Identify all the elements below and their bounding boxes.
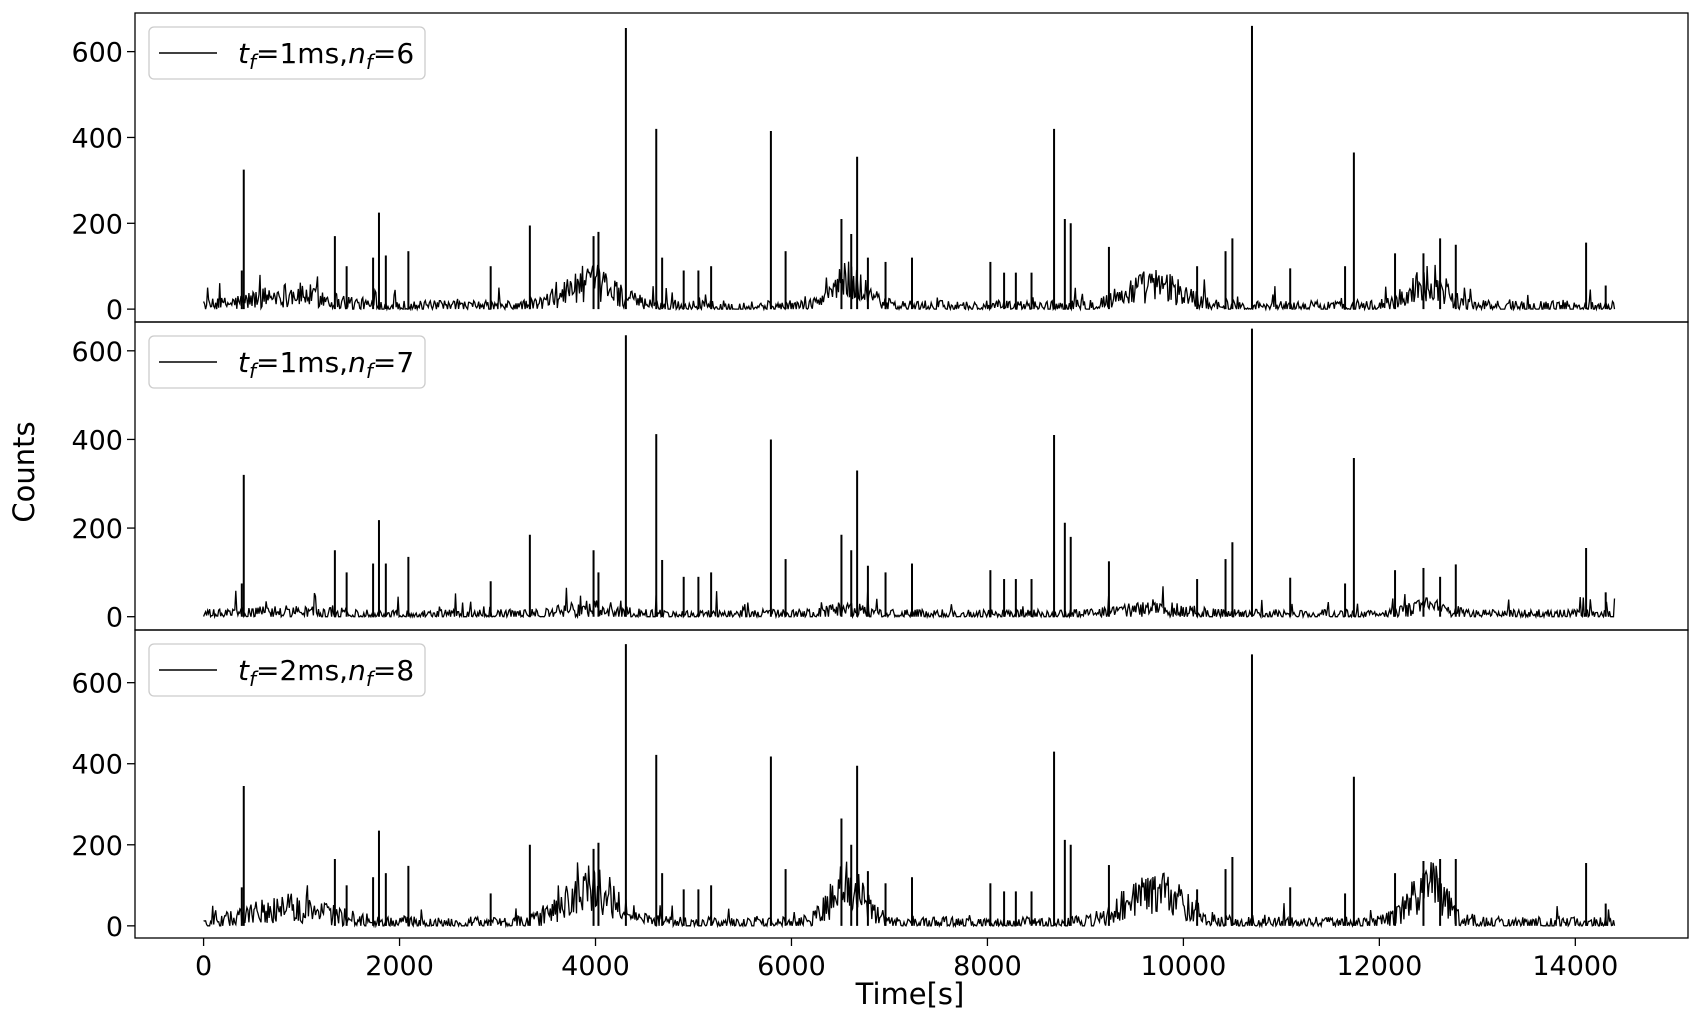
y-tick-label: 400 <box>71 425 123 456</box>
panel-3: 0 200 400 600 tf=2ms,nf=8 <box>71 629 1689 943</box>
y-tick-label: 400 <box>71 123 123 154</box>
x-tick-label: 12000 <box>1336 951 1422 982</box>
y-tick-label: 0 <box>106 295 123 326</box>
panel-frame <box>134 629 1689 939</box>
legend-2: tf=1ms,nf=7 <box>148 335 426 389</box>
legend-label: tf=1ms,nf=7 <box>238 346 414 383</box>
panels-group: 0 200 400 600 tf=1ms,nf=6 0 200 400 600 tf=1ms,nf… <box>71 12 1689 943</box>
panel-2: 0 200 400 600 tf=1ms,nf=7 <box>71 321 1689 634</box>
y-tick-label: 600 <box>71 337 123 368</box>
series-line-1 <box>202 261 1616 312</box>
y-tick-label: 600 <box>71 38 123 69</box>
legend-1: tf=1ms,nf=6 <box>148 26 426 80</box>
x-tick-label: 10000 <box>1140 951 1226 982</box>
x-axis-label: Time[s] <box>855 977 965 1011</box>
y-tick-label: 0 <box>106 603 123 634</box>
x-axis: 0 2000 4000 6000 8000 10000 12000 14000 <box>195 938 1618 982</box>
legend-label: tf=1ms,nf=6 <box>238 37 414 74</box>
legend-3: tf=2ms,nf=8 <box>148 643 426 697</box>
panel-1: 0 200 400 600 tf=1ms,nf=6 <box>71 12 1689 326</box>
y-tick-label: 0 <box>106 912 123 943</box>
x-tick-label: 14000 <box>1532 951 1618 982</box>
y-tick-label: 200 <box>71 209 123 240</box>
series-line-2 <box>202 586 1616 620</box>
legend-box <box>148 335 426 389</box>
y-tick-label: 400 <box>71 750 123 781</box>
legend-box <box>148 26 426 80</box>
x-tick-label: 4000 <box>561 951 630 982</box>
x-tick-label: 8000 <box>953 951 1022 982</box>
x-tick-label: 2000 <box>365 951 434 982</box>
x-tick-label: 0 <box>195 951 212 982</box>
y-axis-label: Counts <box>7 421 41 522</box>
x-tick-label: 6000 <box>757 951 826 982</box>
y-tick-label: 600 <box>71 669 123 700</box>
legend-box <box>148 643 426 697</box>
legend-label: tf=2ms,nf=8 <box>238 654 414 691</box>
y-tick-label: 200 <box>71 514 123 545</box>
series-line-3 <box>203 861 1616 929</box>
y-tick-label: 200 <box>71 831 123 862</box>
